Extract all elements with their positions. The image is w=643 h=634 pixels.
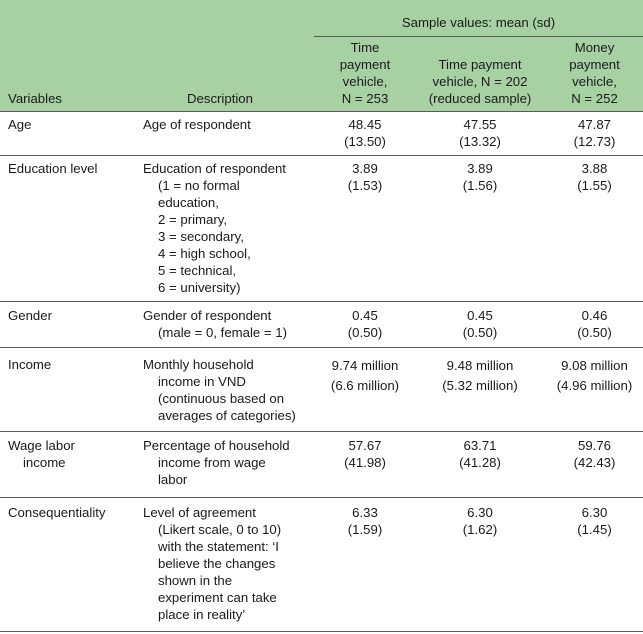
column-header-variables: Variables <box>8 91 62 106</box>
row-separator <box>0 301 643 302</box>
row-age-value-2: 47.55 (13.32) <box>459 117 501 149</box>
row-wage-labor-description: Percentage of household income from wage… <box>143 438 290 487</box>
table-bottom-rule <box>0 631 643 632</box>
row-consequentiality-value-3: 6.30 (1.45) <box>577 505 612 537</box>
row-education-value-3: 3.88 (1.55) <box>577 161 612 193</box>
row-education-variable: Education level <box>8 161 98 176</box>
row-consequentiality-variable: Consequentiality <box>8 505 106 520</box>
row-income-value-2: 9.48 million (5.32 million) <box>442 358 518 393</box>
group-header-rule <box>314 36 643 37</box>
header-bottom-rule <box>0 111 643 112</box>
row-wage-labor-value-2: 63.71 (41.28) <box>459 438 501 470</box>
row-age-description: Age of respondent <box>143 117 251 132</box>
row-education-value-1: 3.89 (1.53) <box>347 161 383 193</box>
row-age-value-3: 47.87 (12.73) <box>573 117 616 149</box>
row-income-value-1: 9.74 million (6.6 million) <box>330 358 400 393</box>
row-separator <box>0 347 643 348</box>
group-header-sample-values: Sample values: mean (sd) <box>401 15 556 30</box>
column-header-time-vehicle-reduced: Time payment vehicle, N = 202 (reduced s… <box>428 57 532 106</box>
row-age-value-1: 48.45 (13.50) <box>344 117 386 149</box>
row-gender-description: Gender of respondent (male = 0, female =… <box>143 308 288 340</box>
row-separator <box>0 431 643 432</box>
column-header-description: Description <box>187 91 253 106</box>
row-separator <box>0 155 643 156</box>
row-consequentiality-value-1: 6.33 (1.59) <box>347 505 383 537</box>
row-gender-value-1: 0.45 (0.50) <box>347 308 383 340</box>
row-gender-value-3: 0.46 (0.50) <box>577 308 612 340</box>
row-separator <box>0 497 643 498</box>
row-consequentiality-description: Level of agreement (Likert scale, 0 to 1… <box>143 505 282 622</box>
row-education-description: Education of respondent (1 = no formal e… <box>143 161 286 295</box>
row-gender-value-2: 0.45 (0.50) <box>462 308 498 340</box>
row-gender-variable: Gender <box>8 308 52 323</box>
row-education-value-2: 3.89 (1.56) <box>462 161 498 193</box>
row-income-value-3: 9.08 million (4.96 million) <box>556 358 633 393</box>
row-consequentiality-value-2: 6.30 (1.62) <box>462 505 498 537</box>
row-wage-labor-variable: Wage labor income <box>8 438 75 470</box>
row-income-variable: Income <box>8 357 52 372</box>
column-header-time-vehicle: Time payment vehicle, N = 253 <box>339 40 391 106</box>
row-income-description: Monthly household income in VND (continu… <box>143 357 296 423</box>
row-age-variable: Age <box>8 117 32 132</box>
row-wage-labor-value-1: 57.67 (41.98) <box>344 438 386 470</box>
column-header-money-vehicle: Money payment vehicle, N = 252 <box>569 40 620 106</box>
row-wage-labor-value-3: 59.76 (42.43) <box>573 438 616 470</box>
table-header <box>0 0 643 112</box>
